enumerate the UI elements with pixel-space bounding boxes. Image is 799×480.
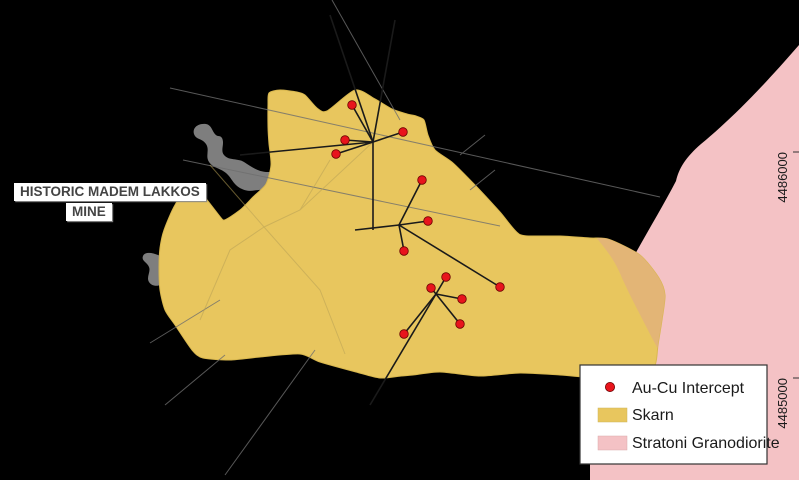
svg-text:Skarn: Skarn xyxy=(632,407,674,424)
svg-text:Au-Cu Intercept: Au-Cu Intercept xyxy=(632,380,745,397)
svg-text:4485000: 4485000 xyxy=(775,378,790,429)
svg-text:Stratoni Granodiorite: Stratoni Granodiorite xyxy=(632,435,780,452)
svg-text:4486000: 4486000 xyxy=(775,152,790,203)
